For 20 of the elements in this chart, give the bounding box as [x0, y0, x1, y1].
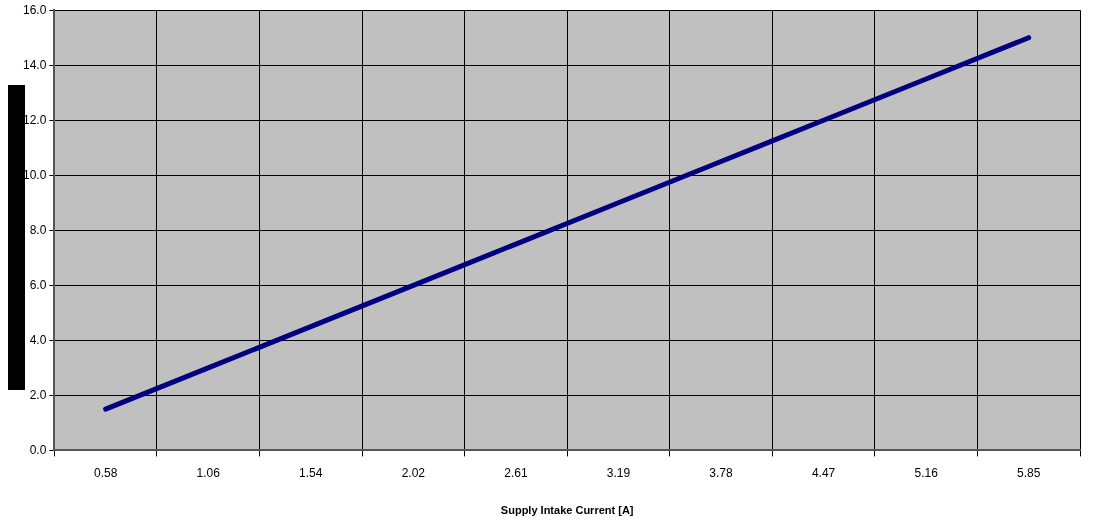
y-tick-label: 14.0	[23, 57, 47, 72]
x-tick-label: 0.58	[93, 465, 118, 480]
x-tick-label: 5.16	[914, 465, 939, 480]
x-tick-label: 3.78	[709, 465, 734, 480]
y-tick-label: 4.0	[29, 332, 47, 347]
y-tick-label: 6.0	[29, 277, 47, 292]
x-axis-title: Supply Intake Current [A]	[500, 504, 634, 517]
y-tick-label: 8.0	[29, 222, 47, 237]
y-tick-label: 12.0	[23, 112, 47, 127]
x-tick-label: 3.19	[606, 465, 631, 480]
x-tick-label: 2.61	[504, 465, 528, 480]
y-tick-label: 0.0	[29, 442, 47, 457]
x-tick-label: 1.54	[299, 465, 323, 480]
x-tick-label: 5.85	[1017, 465, 1041, 480]
y-tick-label: 2.0	[29, 387, 47, 402]
y-tick-label: 16.0	[23, 2, 47, 17]
x-tick-label: 4.47	[811, 465, 836, 480]
x-tick-label: 1.06	[196, 465, 221, 480]
x-tick-label: 2.02	[401, 465, 426, 480]
y-tick-label: 10.0	[23, 167, 47, 182]
